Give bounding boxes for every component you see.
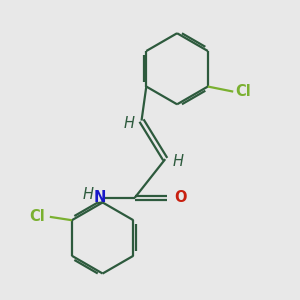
Text: Cl: Cl	[29, 209, 45, 224]
Text: H: H	[172, 154, 184, 169]
Text: O: O	[174, 190, 187, 205]
Text: H: H	[82, 187, 94, 202]
Text: Cl: Cl	[236, 84, 251, 99]
Text: N: N	[94, 190, 106, 205]
Text: H: H	[123, 116, 134, 131]
